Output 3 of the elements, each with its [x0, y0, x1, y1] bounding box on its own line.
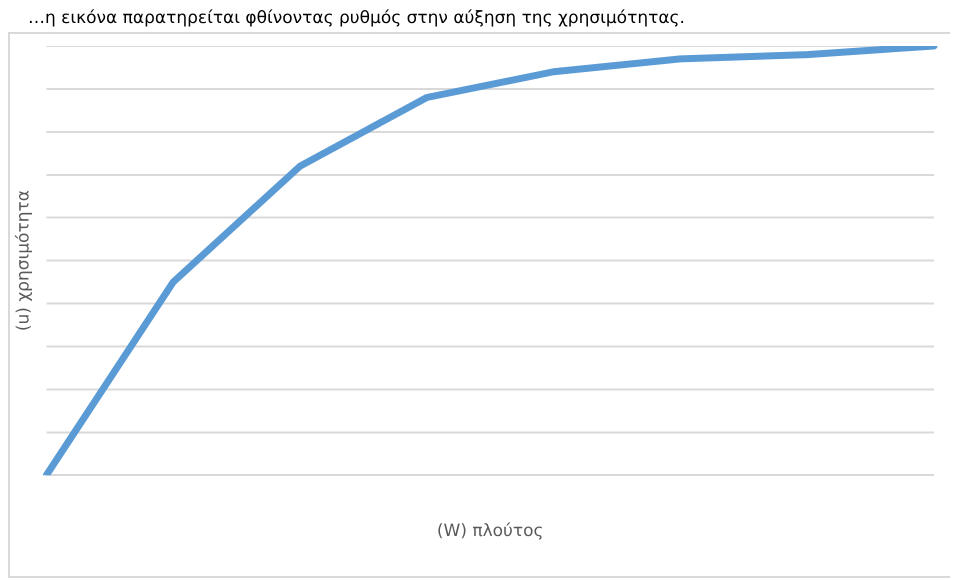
- y-axis-title: (u) χρησιμότητα: [14, 190, 34, 332]
- text: …η εικόνα παρατηρείται φθίνοντας ρυθμός στην αύξηση της χρησιμότητας.: [27, 8, 686, 30]
- x-axis-title: (W) πλούτος: [436, 521, 544, 542]
